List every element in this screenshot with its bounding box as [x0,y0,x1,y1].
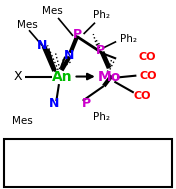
Text: N: N [49,98,60,110]
Text: N: N [37,39,47,52]
Text: P: P [73,28,82,40]
Text: N: N [64,49,74,62]
Text: An =: An = [12,166,44,176]
Text: Mo: Mo [98,70,121,84]
Text: Ph₂: Ph₂ [93,10,110,20]
Text: Ph₂: Ph₂ [120,34,137,44]
Text: Th: Th [44,166,56,176]
Text: CO: CO [138,52,156,62]
Text: P: P [96,44,105,57]
Text: Mes: Mes [12,116,33,126]
Text: An =: An = [12,147,44,157]
Text: CO: CO [134,91,151,101]
Text: , X = Cl or I: , X = Cl or I [56,166,137,176]
Text: CO: CO [139,71,156,81]
Text: An: An [52,70,73,84]
Bar [4,139,172,187]
Text: , X = Cl or I: , X = Cl or I [50,147,131,157]
Text: X: X [13,70,22,83]
Text: Mes: Mes [17,20,37,29]
Text: P: P [82,97,91,109]
Text: Mes: Mes [42,6,62,16]
Text: Ph₂: Ph₂ [93,112,110,122]
Text: U: U [44,147,50,157]
